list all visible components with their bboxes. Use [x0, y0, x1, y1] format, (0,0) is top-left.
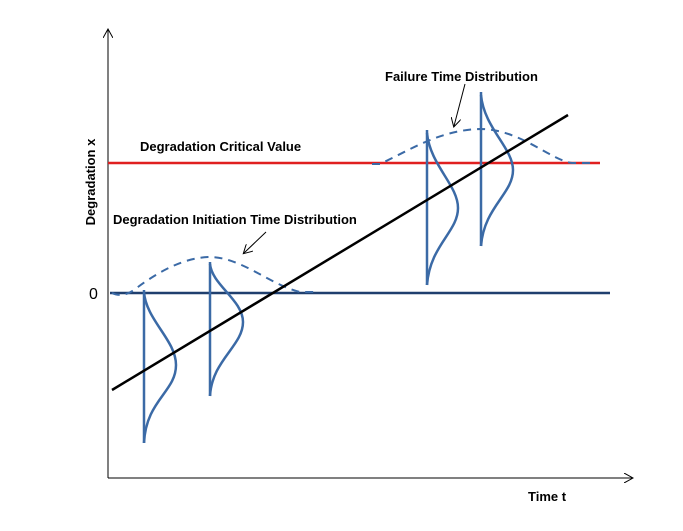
failure-pdf-curve-1 — [425, 130, 460, 286]
critical-value-label: Degradation Critical Value — [140, 139, 301, 154]
failure-distribution-label: Failure Time Distribution — [385, 69, 538, 84]
x-axis-label: Time t — [528, 489, 567, 504]
degradation-trend-line — [111, 113, 569, 392]
failure-pdf-curve-2 — [479, 92, 515, 247]
failure-annotation-arrow — [454, 83, 466, 126]
initiation-annotation-arrow — [244, 231, 267, 253]
y-axis-label: Degradation x — [83, 138, 98, 225]
initiation-pdf-curve-1 — [142, 290, 178, 444]
zero-label: 0 — [89, 286, 98, 303]
initiation-distribution-envelope — [111, 255, 315, 296]
initiation-pdf-curve-2 — [208, 262, 245, 397]
initiation-distribution-label: Degradation Initiation Time Distribution — [113, 212, 357, 227]
